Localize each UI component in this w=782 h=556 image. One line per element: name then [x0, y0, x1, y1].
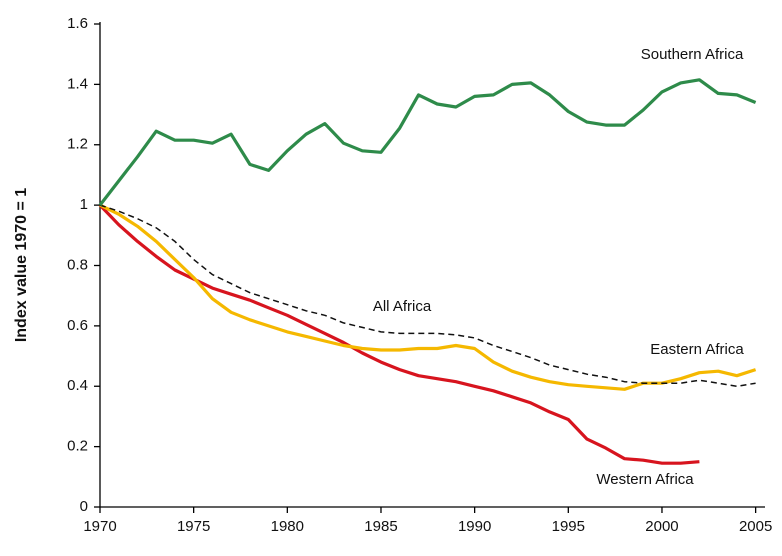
x-tick-label: 2000 [645, 518, 678, 535]
x-tick-label: 2005 [739, 518, 772, 535]
series-label: Western Africa [596, 471, 694, 488]
y-tick-label: 1.4 [67, 75, 88, 92]
series-line [99, 204, 756, 388]
y-tick-label: 1 [80, 196, 88, 213]
y-axis-label: Index value 1970 = 1 [13, 188, 30, 342]
series-line [98, 203, 700, 465]
x-tick-label: 1970 [83, 518, 116, 535]
series-label: Eastern Africa [650, 341, 744, 358]
y-tick-label: 0.4 [67, 377, 88, 394]
series-line [98, 78, 757, 207]
y-tick-label: 0.2 [67, 438, 88, 455]
y-tick-label: 0.6 [67, 317, 88, 334]
x-tick-label: 1985 [364, 518, 397, 535]
x-tick-label: 1990 [458, 518, 491, 535]
series-label: Southern Africa [641, 46, 744, 63]
y-tick-label: 1.2 [67, 136, 88, 153]
x-tick-label: 1995 [552, 518, 585, 535]
y-tick-label: 0.8 [67, 256, 88, 273]
x-tick-label: 1980 [271, 518, 304, 535]
series-label: All Africa [373, 298, 432, 315]
x-tick-label: 1975 [177, 518, 210, 535]
y-tick-label: 1.6 [67, 15, 88, 32]
y-tick-label: 0 [80, 498, 88, 515]
